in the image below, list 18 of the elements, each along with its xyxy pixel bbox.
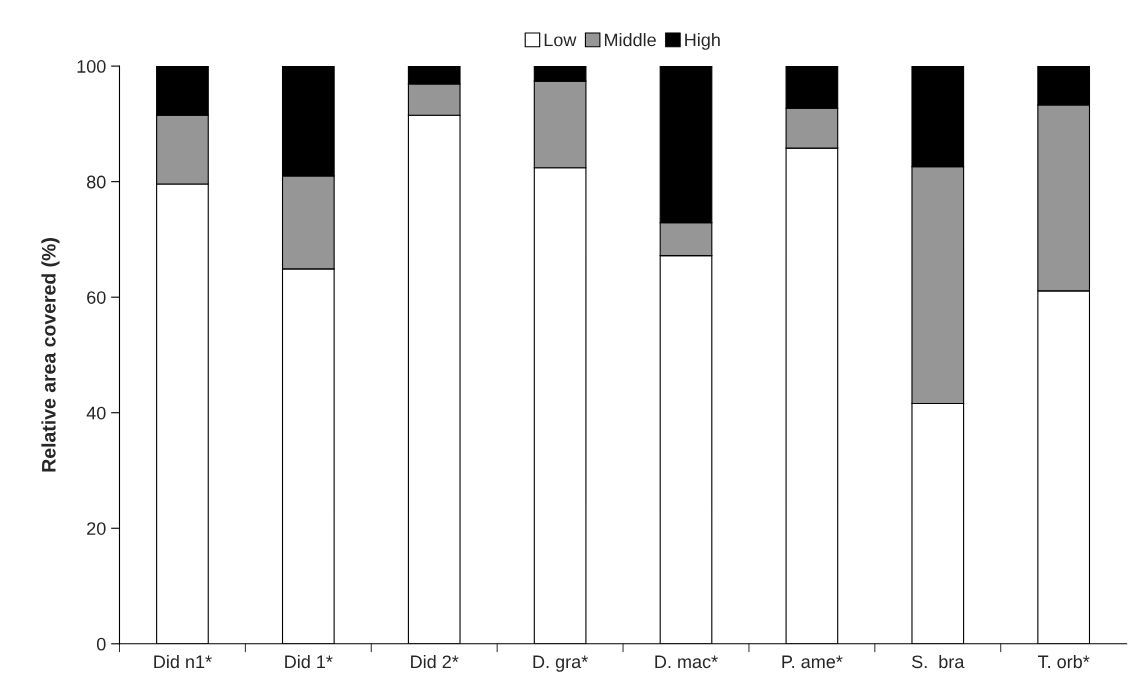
x-tick-label: D. mac* xyxy=(655,655,718,669)
y-tick-label: 60 xyxy=(87,291,106,304)
legend-label: High xyxy=(685,33,720,50)
x-tick-label: T. orb* xyxy=(1037,654,1090,669)
y-axis-title: Relative area covered (%) xyxy=(41,238,60,472)
y-tick-label: 100 xyxy=(77,60,106,73)
y-tick-label: 80 xyxy=(87,175,106,189)
legend-label: Middle xyxy=(604,33,656,47)
y-tick-label: 40 xyxy=(86,406,106,420)
x-tick-label: S. bra xyxy=(912,654,965,669)
y-tick-label: 20 xyxy=(87,522,106,535)
x-tick-label: Did 1* xyxy=(285,654,333,669)
y-tick-label: 0 xyxy=(96,637,106,651)
x-tick-label: D. gra* xyxy=(533,655,588,672)
x-tick-label: Did n1* xyxy=(154,654,212,669)
x-tick-label: P. ame* xyxy=(782,655,843,669)
x-tick-label: Did 2* xyxy=(411,654,459,669)
legend-label: Low xyxy=(544,33,577,47)
